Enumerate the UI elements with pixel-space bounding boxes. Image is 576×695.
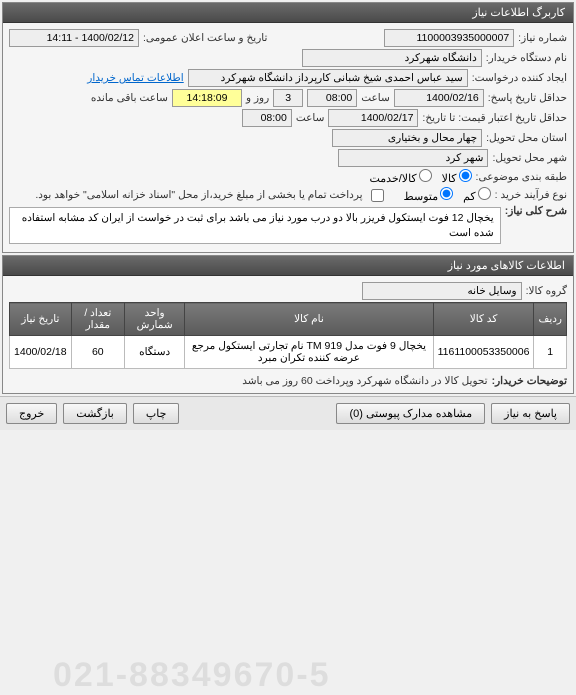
lbl-pay-desc: پرداخت تمام یا بخشی از مبلغ خرید،از محل …	[35, 189, 362, 201]
val-creator: سید عباس احمدی شیخ شبانی کارپرداز دانشگا…	[188, 69, 468, 87]
lbl-goods-group: گروه کالا:	[526, 285, 567, 297]
lbl-remain: ساعت باقی مانده	[91, 92, 168, 104]
val-days: 3	[273, 89, 303, 107]
lbl-need-no: شماره نیاز:	[518, 32, 567, 44]
val-validity-time: 08:00	[242, 109, 292, 127]
radio-service[interactable]: کالا/خدمت	[369, 169, 431, 185]
lbl-grouping: طبقه بندی موضوعی:	[476, 171, 567, 183]
lbl-province: استان محل تحویل:	[486, 132, 567, 144]
radio-goods-input[interactable]	[459, 169, 472, 182]
table-row: 11161100053350006یخچال 9 فوت مدل TM 919 …	[10, 336, 567, 369]
btn-back[interactable]: بازگشت	[63, 403, 127, 424]
table-cell: 1400/02/18	[10, 336, 72, 369]
radio-small[interactable]: کم	[463, 187, 491, 203]
lbl-city: شهر محل تحویل:	[492, 152, 567, 164]
lbl-process: نوع فرآیند خرید :	[495, 189, 567, 201]
goods-table: ردیفکد کالانام کالاواحد شمارشتعداد / مقد…	[9, 302, 567, 369]
radio-medium[interactable]: متوسط	[404, 187, 454, 203]
need-info-panel: کاربرگ اطلاعات نیاز شماره نیاز: 11000039…	[2, 2, 574, 253]
lbl-announce: تاریخ و ساعت اعلان عمومی:	[143, 32, 267, 44]
table-header: واحد شمارش	[125, 303, 185, 336]
val-province: چهار محال و بختیاری	[332, 129, 482, 147]
radio-service-input[interactable]	[419, 169, 432, 182]
table-header: نام کالا	[185, 303, 433, 336]
val-announce: 1400/02/12 - 14:11	[9, 29, 139, 47]
footer-buttons: پاسخ به نیاز مشاهده مدارک پیوستی (0) چاپ…	[0, 396, 576, 430]
val-buyer-org: دانشگاه شهرکرد	[302, 49, 482, 67]
goods-info-panel: اطلاعات کالاهای مورد نیاز گروه کالا: وسا…	[2, 255, 574, 394]
table-header: ردیف	[534, 303, 567, 336]
val-validity-date: 1400/02/17	[328, 109, 418, 127]
table-cell: 60	[71, 336, 124, 369]
table-cell: 1	[534, 336, 567, 369]
val-general-desc: یخچال 12 فوت ایستکول فریزر بالا دو درب م…	[9, 207, 501, 244]
val-need-no: 1100003935000007	[384, 29, 514, 47]
lbl-saat2: ساعت	[296, 112, 325, 124]
lbl-buyer-org: نام دستگاه خریدار:	[486, 52, 567, 64]
lbl-general-title: شرح کلی نیاز:	[505, 205, 567, 217]
table-cell: دستگاه	[125, 336, 185, 369]
watermark: 021-88349670-5	[53, 656, 331, 695]
val-goods-group: وسایل خانه	[362, 282, 522, 300]
panel-title: کاربرگ اطلاعات نیاز	[3, 3, 573, 23]
goods-panel-title: اطلاعات کالاهای مورد نیاز	[3, 256, 573, 276]
lbl-creator: ایجاد کننده درخواست:	[472, 72, 567, 84]
table-header: کد کالا	[433, 303, 534, 336]
table-cell: یخچال 9 فوت مدل TM 919 نام تجارتی ایستکو…	[185, 336, 433, 369]
btn-print[interactable]: چاپ	[133, 403, 180, 424]
btn-reply[interactable]: پاسخ به نیاز	[491, 403, 570, 424]
btn-attach[interactable]: مشاهده مدارک پیوستی (0)	[336, 403, 485, 424]
btn-exit[interactable]: خروج	[6, 403, 57, 424]
val-countdown: 14:18:09	[172, 89, 242, 107]
lbl-deadline: حداقل تاریخ پاسخ:	[488, 92, 567, 104]
val-deadline-time: 08:00	[307, 89, 357, 107]
lbl-validity: حداقل تاریخ اعتبار قیمت: تا تاریخ:	[422, 112, 567, 124]
val-deadline-date: 1400/02/16	[394, 89, 484, 107]
lbl-roozva: روز و	[246, 92, 269, 104]
table-header: تاریخ نیاز	[10, 303, 72, 336]
table-cell: 1161100053350006	[433, 336, 534, 369]
chk-pay[interactable]	[371, 189, 384, 202]
lbl-buyer-notes: توضیحات خریدار:	[492, 375, 567, 387]
radio-medium-input[interactable]	[440, 187, 453, 200]
val-city: شهر کرد	[338, 149, 488, 167]
radio-small-input[interactable]	[478, 187, 491, 200]
link-contact[interactable]: اطلاعات تماس خریدار	[87, 72, 183, 84]
val-buyer-notes: تحویل کالا در دانشگاه شهرکرد وپرداخت 60 …	[242, 375, 487, 387]
table-header: تعداد / مقدار	[71, 303, 124, 336]
radio-goods[interactable]: کالا	[442, 169, 472, 185]
lbl-saat1: ساعت	[361, 92, 390, 104]
